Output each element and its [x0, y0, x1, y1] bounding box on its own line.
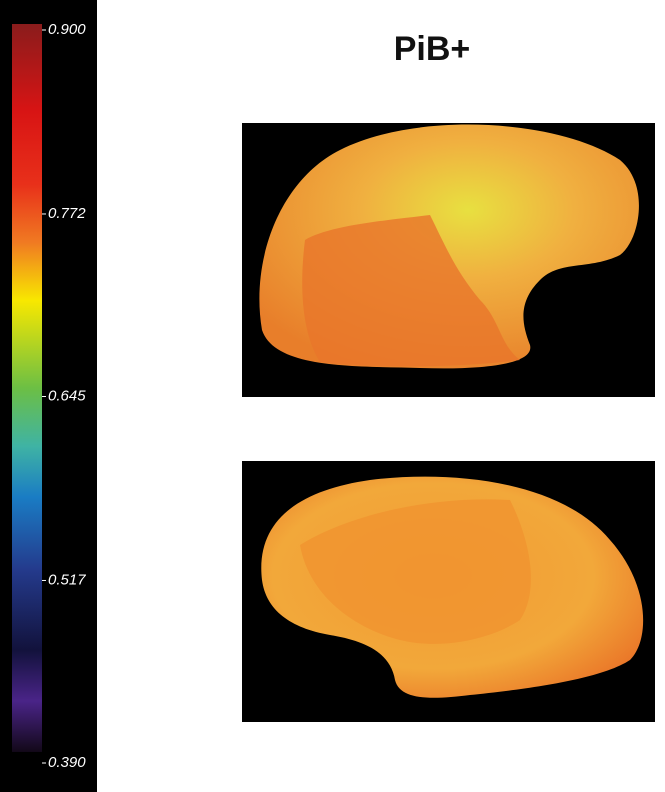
tick-label: 0.517: [48, 571, 86, 588]
brain-region: [302, 215, 520, 367]
tick-label: 0.645: [48, 387, 86, 404]
tick-label: 0.900: [48, 21, 86, 38]
colorbar-ticks: 0.900 0.772 0.645 0.517 0.390: [42, 21, 86, 771]
tick-label: 0.772: [48, 205, 86, 222]
brain-region: [300, 499, 531, 644]
tick-label: 0.390: [48, 754, 86, 771]
title: PiB+: [394, 30, 471, 68]
colorbar: [12, 24, 42, 752]
